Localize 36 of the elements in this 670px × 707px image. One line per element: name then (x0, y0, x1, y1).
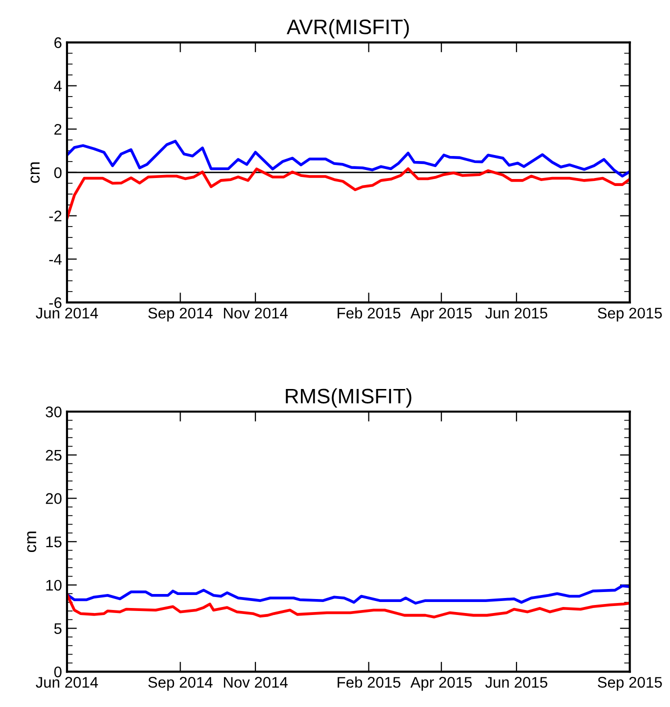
y-tick-label: -6 (49, 297, 62, 308)
x-tick-label: Feb 2015 (338, 307, 400, 319)
chart-title: RMS(MISFIT) (286, 388, 412, 408)
y-tick-label: 25 (46, 450, 62, 461)
line-series (67, 593, 630, 618)
y-tick-label: 0 (54, 167, 62, 178)
y-tick-label: 2 (54, 124, 62, 135)
y-tick-label: 0 (54, 666, 62, 678)
x-tick-label: Apr 2015 (410, 308, 472, 322)
y-tick-label: 30 (46, 406, 62, 418)
y-tick-label: 6 (54, 37, 62, 48)
x-tick-label: Nov 2014 (224, 308, 288, 319)
y-tick-label: 4 (54, 80, 62, 92)
x-tick-label: Feb 2015 (338, 676, 400, 688)
x-tick-label: Sep 2014 (148, 308, 213, 322)
y-tick-label: -4 (49, 254, 62, 265)
x-tick-label: Jun 2015 (485, 676, 548, 688)
y-axis-title: cm (30, 162, 40, 183)
line-series (67, 167, 630, 220)
y-tick-label: 20 (46, 493, 62, 504)
x-tick-label: Jun 2014 (36, 676, 98, 688)
x-tick-label: Nov 2014 (224, 676, 288, 688)
chart-title: AVR(MISFIT) (286, 18, 409, 38)
y-tick-label: 15 (46, 536, 62, 548)
line-series (67, 584, 630, 605)
y-axis-title: cm (27, 532, 36, 552)
x-tick-label: Apr 2015 (410, 676, 472, 691)
x-tick-label: Jun 2015 (485, 308, 548, 319)
y-tick-label: -2 (49, 210, 62, 222)
x-tick-label: Sep 2015 (598, 308, 662, 322)
x-tick-label: Sep 2014 (148, 676, 213, 691)
x-tick-label: Jun 2014 (36, 308, 98, 319)
y-tick-label: 10 (46, 580, 62, 591)
line-series (67, 140, 630, 178)
x-tick-label: Sep 2015 (598, 676, 662, 691)
y-tick-label: 5 (54, 623, 62, 634)
